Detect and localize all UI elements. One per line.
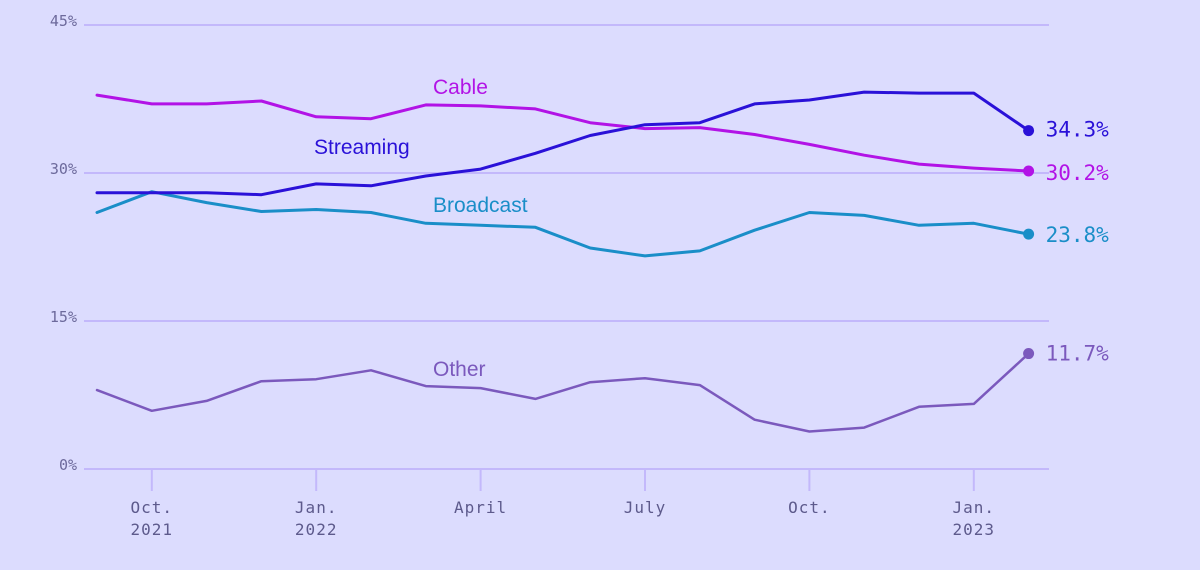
y-tick-label: 0% <box>59 456 77 474</box>
y-tick-label: 45% <box>50 12 77 30</box>
x-tick-label: April <box>454 498 507 517</box>
series-line-cable <box>95 93 1031 173</box>
x-tick-label: Oct. <box>131 498 174 517</box>
x-tick-year: 2023 <box>953 520 996 539</box>
grid-lines <box>84 23 1049 470</box>
end-point-other <box>1023 348 1035 360</box>
end-point-streaming <box>1023 125 1035 137</box>
series-name-label-broadcast: Broadcast <box>433 194 528 217</box>
x-axis-ticks: Oct. 2021 Jan. 2022 April July Oct. Jan. 2023 <box>131 469 996 539</box>
series-line-broadcast <box>95 190 1031 258</box>
x-tick-label: Jan. <box>295 498 338 517</box>
y-tick-label: 30% <box>50 160 77 178</box>
end-point-broadcast <box>1023 228 1035 240</box>
series-labels: 11.7% Other 23.8% Broadcast 30.2% Cable 34.3% S… <box>314 76 1109 381</box>
x-tick-label: Jan. <box>953 498 996 517</box>
end-value-label-other: 11.7% <box>1046 342 1110 366</box>
series-name-label-streaming: Streaming <box>314 136 410 159</box>
y-axis-ticks: 0% 15% 30% 45% <box>50 12 77 474</box>
end-value-label-streaming: 34.3% <box>1046 118 1110 142</box>
end-point-cable <box>1023 165 1035 177</box>
x-tick-year: 2022 <box>295 520 338 539</box>
end-value-label-broadcast: 23.8% <box>1046 223 1110 247</box>
series-name-label-other: Other <box>433 358 486 381</box>
y-tick-label: 15% <box>50 308 77 326</box>
x-tick-label: July <box>624 498 667 517</box>
end-value-label-cable: 30.2% <box>1046 161 1110 185</box>
series-name-label-cable: Cable <box>433 76 488 99</box>
series-line-streaming <box>95 90 1031 197</box>
series-lines <box>95 90 1035 433</box>
x-tick-year: 2021 <box>131 520 174 539</box>
x-tick-label: Oct. <box>788 498 831 517</box>
series-line-other <box>95 352 1030 433</box>
